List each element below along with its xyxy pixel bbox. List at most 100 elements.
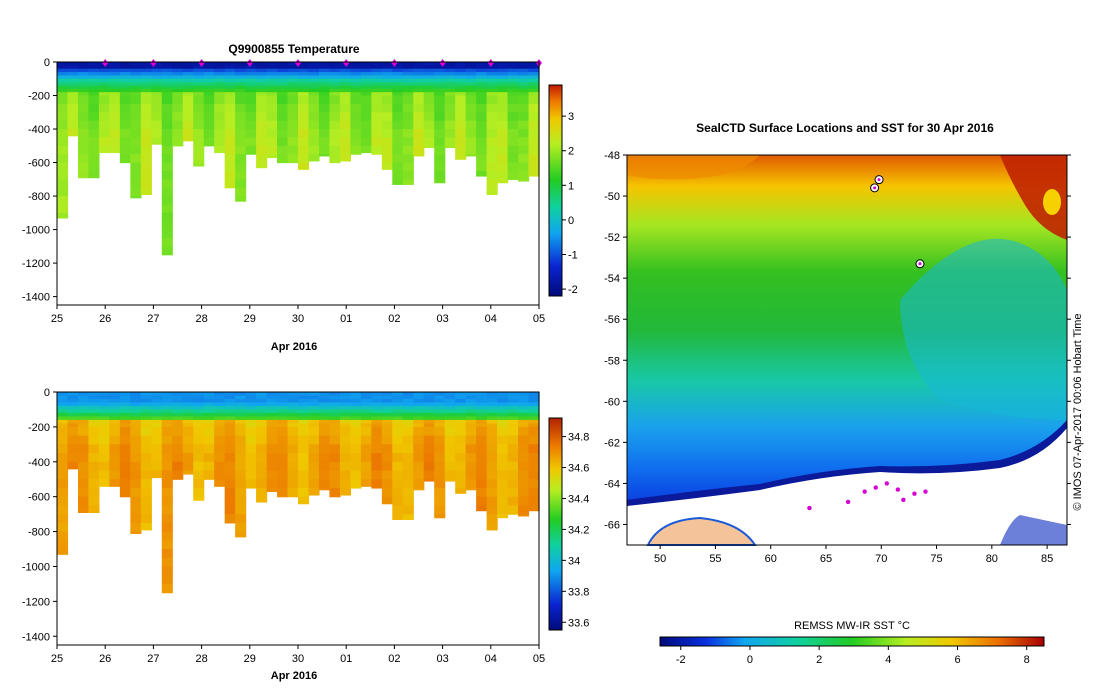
profile-cell	[371, 68, 383, 73]
profile-cell	[277, 103, 289, 113]
lat-tick-label: -56	[604, 314, 620, 326]
lat-tick-label: -58	[604, 355, 620, 367]
profile-cell	[182, 395, 194, 400]
profile-cell	[88, 120, 100, 130]
profile-cell	[172, 423, 184, 428]
profile-cell	[67, 75, 79, 80]
profile-cell	[140, 402, 152, 407]
profile-cell	[455, 426, 467, 437]
profile-marker	[102, 59, 109, 67]
profile-cell	[130, 112, 142, 122]
profile-cell	[193, 461, 205, 472]
profile-cell	[318, 461, 331, 472]
profile-cell	[497, 95, 509, 105]
profile-cell	[444, 398, 456, 404]
profile-cell	[329, 487, 341, 498]
profile-cell	[224, 402, 236, 407]
profile-cell	[224, 75, 236, 80]
profile-cell	[161, 487, 173, 498]
profile-cell	[109, 426, 121, 437]
profile-cell	[88, 162, 100, 172]
profile-cell	[497, 129, 509, 139]
profile-cell	[130, 65, 142, 70]
profile-cell	[287, 68, 299, 73]
lat-tick-label: -66	[604, 519, 620, 531]
profile-cell	[497, 402, 509, 407]
profile-cell	[161, 583, 173, 594]
profile-cell	[224, 145, 236, 155]
profile-cell	[98, 137, 110, 147]
profile-cell	[392, 65, 404, 70]
profile-cell	[130, 461, 142, 472]
profile-cell	[413, 72, 425, 77]
profile-cell	[130, 187, 142, 197]
profile-cell	[57, 129, 69, 139]
profile-cell	[161, 453, 173, 463]
profile-cell	[203, 423, 215, 428]
profile-cell	[161, 179, 173, 189]
profile-cell	[402, 496, 414, 507]
profile-cell	[88, 435, 100, 445]
profile-cell	[486, 78, 498, 83]
profile-cell	[465, 435, 477, 445]
profile-cell	[339, 68, 351, 73]
profile-cell	[119, 75, 131, 80]
profile-cell	[329, 95, 341, 105]
profile-cell	[329, 137, 341, 147]
profile-cell	[130, 196, 142, 199]
profile-cell	[57, 412, 69, 418]
profile-cell	[235, 65, 247, 70]
profile-cell	[140, 85, 152, 90]
track-point	[807, 505, 812, 511]
profile-cell	[308, 88, 320, 93]
profile-cell	[67, 95, 79, 105]
y-tick-label: -600	[28, 158, 50, 170]
profile-cell	[465, 398, 477, 404]
profile-cell	[381, 392, 393, 397]
profile-cell	[193, 154, 205, 164]
profile-cell	[423, 409, 435, 414]
profile-cell	[465, 470, 477, 480]
profile-cell	[245, 419, 257, 425]
profile-cell	[413, 68, 425, 73]
profile-cell	[245, 129, 257, 139]
profile-cell	[308, 92, 320, 97]
profile-cell	[235, 505, 247, 515]
profile-cell	[151, 398, 163, 404]
profile-cell	[329, 129, 341, 139]
profile-cell	[88, 62, 100, 66]
profile-cell	[109, 78, 121, 83]
profile-cell	[476, 419, 488, 425]
profile-cell	[465, 444, 477, 454]
profile-cell	[455, 470, 467, 480]
profile-cell	[308, 487, 320, 496]
track-point	[884, 481, 889, 486]
profile-cell	[298, 426, 310, 437]
profile-cell	[486, 496, 498, 507]
profile-cell	[245, 392, 257, 397]
lon-tick-label: 85	[1041, 553, 1053, 565]
profile-cell	[256, 162, 268, 169]
profile-cell	[497, 435, 509, 445]
profile-cell	[371, 435, 383, 445]
profile-cell	[256, 68, 268, 73]
profile-cell	[266, 62, 278, 66]
profile-cell	[486, 162, 498, 172]
profile-cell	[88, 112, 100, 122]
profile-cell	[88, 505, 100, 513]
profile-cell	[318, 95, 331, 105]
profile-cell	[77, 505, 90, 513]
profile-cell	[528, 423, 540, 428]
profile-cell	[256, 398, 268, 404]
profile-cell	[308, 395, 320, 400]
profile-cell	[119, 435, 131, 445]
profile-cell	[266, 392, 278, 397]
profile-cell	[193, 88, 205, 93]
profile-cell	[77, 85, 90, 90]
profile-cell	[413, 419, 425, 425]
profile-cell	[140, 65, 152, 70]
profile-cell	[413, 154, 425, 157]
profile-cell	[329, 409, 341, 414]
profile-cell	[455, 72, 467, 77]
profile-cell	[256, 461, 268, 472]
